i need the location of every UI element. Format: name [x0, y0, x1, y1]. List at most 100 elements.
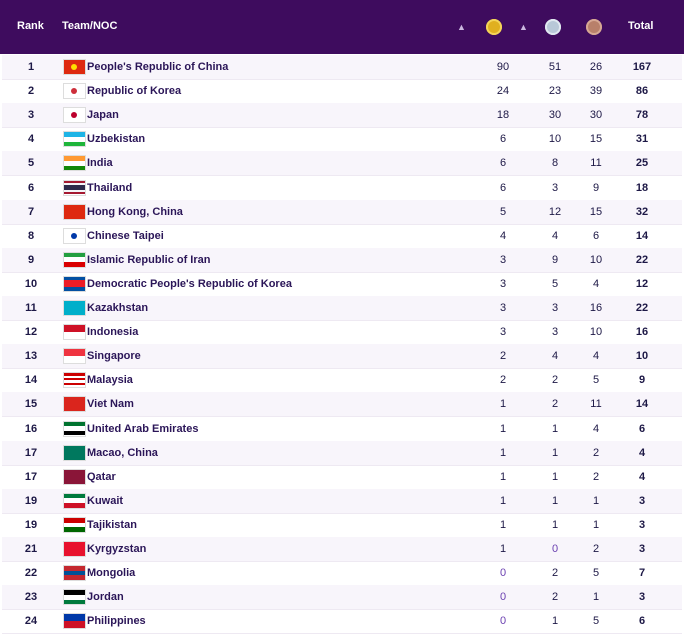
gold-cell: 24 — [496, 85, 510, 98]
gold-cell: 3 — [499, 302, 507, 314]
total-cell: 6 — [638, 422, 646, 435]
silver-cell: 3 — [551, 302, 559, 314]
table-row[interactable]: 1 People's Republic of China 90 51 26 167 — [2, 55, 682, 80]
flag-stripe — [64, 187, 85, 190]
silver-cell: 5 — [551, 277, 559, 290]
flag-stripe — [64, 185, 85, 188]
team-name: India — [87, 157, 113, 170]
gold-cell: 1 — [499, 518, 507, 531]
silver-cell: 12 — [548, 205, 562, 218]
table-header: Rank Team/NOC ▲︎ ▲︎ Total — [0, 0, 684, 54]
team-name: Japan — [87, 109, 119, 122]
flag-stripe — [64, 397, 85, 412]
gold-cell: 0 — [499, 567, 507, 580]
flag-stripe — [64, 204, 85, 219]
total-cell: 32 — [635, 205, 649, 218]
total-cell: 86 — [635, 85, 649, 98]
silver-cell: 8 — [551, 157, 559, 170]
flag-icon — [64, 325, 85, 340]
team-name: Philippines — [87, 615, 146, 628]
flag-stripe — [64, 469, 85, 484]
table-row[interactable]: 5 India 6 8 11 25 — [2, 151, 682, 177]
team-name: Macao, China — [87, 446, 158, 459]
flag-stripe — [64, 161, 85, 166]
table-row[interactable]: 17 Qatar 1 1 2 4 — [2, 465, 682, 490]
table-row[interactable]: 12 Indonesia 3 3 10 16 — [2, 320, 682, 346]
flag-icon — [64, 566, 85, 581]
bronze-cell: 2 — [592, 446, 600, 459]
table-row[interactable]: 13 Singapore 2 4 4 10 — [2, 344, 682, 370]
table-row[interactable]: 16 United Arab Emirates 1 1 4 6 — [2, 417, 682, 442]
flag-icon — [64, 542, 85, 556]
total-cell: 16 — [635, 326, 649, 339]
total-cell: 6 — [638, 615, 646, 628]
table-row[interactable]: 4 Uzbekistan 6 10 15 31 — [2, 127, 682, 153]
silver-cell: 1 — [551, 470, 559, 483]
rank-cell: 6 — [27, 181, 35, 194]
flag-stripe — [64, 182, 85, 186]
table-row[interactable]: 9 Islamic Republic of Iran 3 9 10 22 — [2, 247, 682, 273]
flag-icon — [64, 445, 85, 460]
flag-stripe — [64, 325, 85, 333]
table-row[interactable]: 10 Democratic People's Republic of Korea 3… — [2, 272, 682, 297]
bronze-cell: 5 — [592, 567, 600, 580]
bronze-cell: 9 — [592, 181, 600, 194]
bronze-cell: 10 — [589, 253, 603, 266]
team-name: United Arab Emirates — [87, 422, 199, 435]
flag-stripe — [64, 283, 85, 288]
table-row[interactable]: 11 Kazakhstan 3 3 16 22 — [2, 296, 682, 321]
gold-cell: 3 — [499, 253, 507, 266]
silver-cell: 30 — [548, 109, 562, 122]
flag-stripe — [64, 257, 85, 263]
flag-icon — [64, 132, 85, 147]
flag-stripe — [64, 349, 85, 357]
flag-stripe — [64, 377, 85, 381]
table-row[interactable]: 8 Chinese Taipei 4 4 6 14 — [2, 224, 682, 249]
rank-cell: 10 — [24, 277, 38, 290]
bronze-cell: 6 — [592, 229, 600, 242]
bronze-cell: 39 — [589, 85, 603, 98]
bronze-cell: 4 — [592, 422, 600, 435]
table-row[interactable]: 21 Kyrgyzstan 1 0 2 3 — [2, 537, 682, 562]
gold-cell: 1 — [499, 494, 507, 507]
table-row[interactable]: 14 Malaysia 2 2 5 9 — [2, 368, 682, 394]
sort-icon[interactable]: ▲︎ — [519, 22, 528, 32]
team-name: Islamic Republic of Iran — [87, 253, 211, 266]
bronze-cell: 30 — [589, 109, 603, 122]
table-row[interactable]: 6 Thailand 6 3 9 18 — [2, 176, 682, 201]
silver-cell: 3 — [551, 181, 559, 194]
header-rank: Rank — [17, 20, 44, 32]
bronze-cell: 1 — [592, 518, 600, 531]
flag-stripe — [64, 614, 85, 622]
rank-cell: 16 — [24, 422, 38, 435]
header-total: Total — [628, 20, 654, 32]
bronze-cell: 5 — [592, 374, 600, 387]
flag-stripe — [64, 445, 85, 460]
bronze-cell: 4 — [592, 350, 600, 363]
table-row[interactable]: 17 Macao, China 1 1 2 4 — [2, 440, 682, 466]
table-row[interactable]: 19 Kuwait 1 1 1 3 — [2, 488, 682, 514]
sort-icon[interactable]: ▲︎ — [457, 22, 466, 32]
bronze-cell: 15 — [589, 205, 603, 218]
table-row[interactable]: 19 Tajikistan 1 1 1 3 — [2, 513, 682, 538]
total-cell: 9 — [638, 374, 646, 387]
table-row[interactable]: 2 Republic of Korea 24 23 39 86 — [2, 79, 682, 105]
team-name: Republic of Korea — [87, 85, 182, 98]
flag-stripe — [64, 252, 85, 258]
table-row[interactable]: 3 Japan 18 30 30 78 — [2, 103, 682, 129]
gold-cell: 18 — [496, 109, 510, 122]
table-row[interactable]: 24 Philippines 0 1 5 6 — [2, 609, 682, 635]
flag-stripe — [64, 384, 85, 388]
flag-stripe — [64, 136, 85, 142]
table-row[interactable]: 22 Mongolia 0 2 5 7 — [2, 561, 682, 587]
gold-cell: 1 — [499, 543, 507, 555]
total-cell: 78 — [635, 109, 649, 122]
table-row[interactable]: 15 Viet Nam 1 2 11 14 — [2, 392, 682, 418]
bronze-cell: 10 — [589, 326, 603, 339]
flag-icon — [64, 60, 85, 74]
table-row[interactable]: 23 Jordan 0 2 1 3 — [2, 585, 682, 611]
table-row[interactable]: 7 Hong Kong, China 5 12 15 32 — [2, 199, 682, 225]
flag-stripe — [64, 180, 85, 183]
flag-stripe — [64, 276, 85, 281]
silver-cell: 23 — [548, 85, 562, 98]
